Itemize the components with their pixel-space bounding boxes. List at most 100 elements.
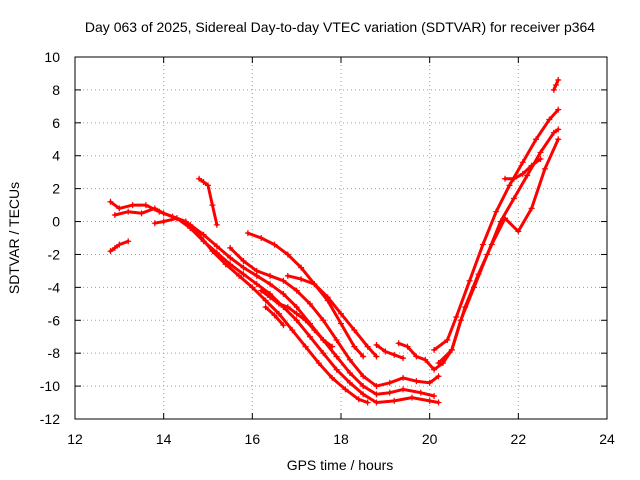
series-arc-5 bbox=[196, 175, 220, 228]
data-point bbox=[431, 392, 438, 399]
data-point bbox=[431, 366, 438, 373]
data-point bbox=[426, 397, 433, 404]
data-point bbox=[391, 397, 398, 404]
series-arc-14 bbox=[435, 136, 562, 367]
data-point bbox=[138, 210, 145, 217]
data-point bbox=[519, 170, 526, 177]
series-line bbox=[246, 231, 365, 358]
data-point bbox=[306, 333, 313, 340]
data-point bbox=[448, 346, 455, 353]
data-point bbox=[289, 327, 296, 334]
data-point bbox=[550, 129, 557, 136]
data-point bbox=[537, 156, 544, 163]
series-line bbox=[286, 274, 378, 358]
data-point bbox=[413, 378, 420, 385]
data-point bbox=[506, 182, 513, 189]
data-point bbox=[364, 343, 371, 350]
data-point bbox=[271, 241, 278, 248]
series-arc-9 bbox=[262, 304, 287, 329]
y-tick-label: -2 bbox=[48, 246, 61, 262]
data-point bbox=[355, 396, 362, 403]
data-point bbox=[426, 379, 433, 386]
data-point bbox=[346, 369, 353, 376]
data-point bbox=[302, 343, 309, 350]
y-tick-label: 6 bbox=[52, 115, 60, 131]
data-point bbox=[338, 320, 344, 327]
data-point bbox=[528, 205, 535, 212]
data-series bbox=[107, 77, 562, 406]
data-point bbox=[360, 373, 367, 380]
data-point bbox=[267, 272, 274, 279]
y-tick-label: 0 bbox=[52, 214, 60, 230]
series-arc-15 bbox=[502, 156, 544, 182]
data-point bbox=[160, 218, 167, 225]
data-point bbox=[173, 215, 180, 222]
data-point bbox=[373, 399, 380, 406]
data-point bbox=[258, 287, 265, 294]
data-point bbox=[400, 386, 407, 393]
data-point bbox=[346, 379, 353, 386]
data-point bbox=[346, 356, 353, 363]
data-point bbox=[555, 77, 562, 84]
data-point bbox=[555, 136, 562, 143]
data-point bbox=[493, 208, 500, 215]
data-point bbox=[271, 312, 278, 319]
series-arc-16 bbox=[550, 77, 562, 93]
data-point bbox=[267, 294, 274, 301]
data-point bbox=[151, 205, 158, 212]
data-point bbox=[413, 353, 420, 360]
y-axis: -12 -10 -8 -6 -4 -2 0 2 4 6 8 10 bbox=[40, 49, 607, 427]
data-point bbox=[284, 304, 291, 311]
x-tick-label: 20 bbox=[422, 431, 438, 447]
series-line bbox=[109, 239, 130, 253]
data-point bbox=[213, 249, 220, 256]
data-point bbox=[444, 337, 451, 344]
data-point bbox=[306, 300, 313, 307]
data-point bbox=[400, 355, 407, 362]
data-point bbox=[510, 175, 517, 182]
data-point bbox=[515, 228, 522, 235]
data-point bbox=[253, 281, 260, 288]
chart-title: Day 063 of 2025, Sidereal Day-to-day VTE… bbox=[85, 19, 595, 35]
data-point bbox=[160, 210, 167, 217]
data-point bbox=[293, 310, 300, 317]
x-tick-label: 12 bbox=[67, 431, 83, 447]
data-point bbox=[293, 304, 300, 311]
data-point bbox=[510, 195, 517, 202]
data-point bbox=[320, 337, 327, 344]
x-tick-label: 22 bbox=[511, 431, 527, 447]
x-axis-title: GPS time / hours bbox=[287, 457, 394, 473]
data-point bbox=[373, 383, 380, 390]
data-point bbox=[373, 353, 380, 360]
data-point bbox=[293, 287, 300, 294]
y-tick-label: -6 bbox=[48, 312, 61, 328]
data-point bbox=[502, 175, 509, 182]
data-point bbox=[351, 327, 358, 334]
data-point bbox=[200, 231, 207, 238]
data-point bbox=[435, 373, 442, 380]
data-point bbox=[373, 391, 380, 398]
series-arc-11 bbox=[373, 341, 407, 362]
series-arc-6 bbox=[227, 244, 442, 390]
series-arc-13 bbox=[431, 106, 562, 353]
data-point bbox=[262, 304, 269, 311]
grid bbox=[75, 57, 607, 419]
data-point bbox=[360, 391, 367, 398]
data-point bbox=[111, 211, 118, 218]
data-point bbox=[284, 272, 291, 279]
data-point bbox=[315, 360, 322, 367]
series-arc-4 bbox=[151, 215, 438, 399]
data-point bbox=[129, 202, 136, 209]
data-point bbox=[107, 248, 114, 255]
data-point bbox=[240, 271, 247, 278]
data-point bbox=[546, 116, 553, 123]
data-point bbox=[209, 202, 216, 209]
data-point bbox=[253, 267, 260, 274]
data-point bbox=[382, 348, 389, 355]
data-point bbox=[320, 317, 327, 324]
series-arc-7 bbox=[244, 230, 367, 360]
data-point bbox=[338, 310, 344, 317]
data-point bbox=[364, 399, 371, 406]
data-point bbox=[408, 394, 415, 401]
